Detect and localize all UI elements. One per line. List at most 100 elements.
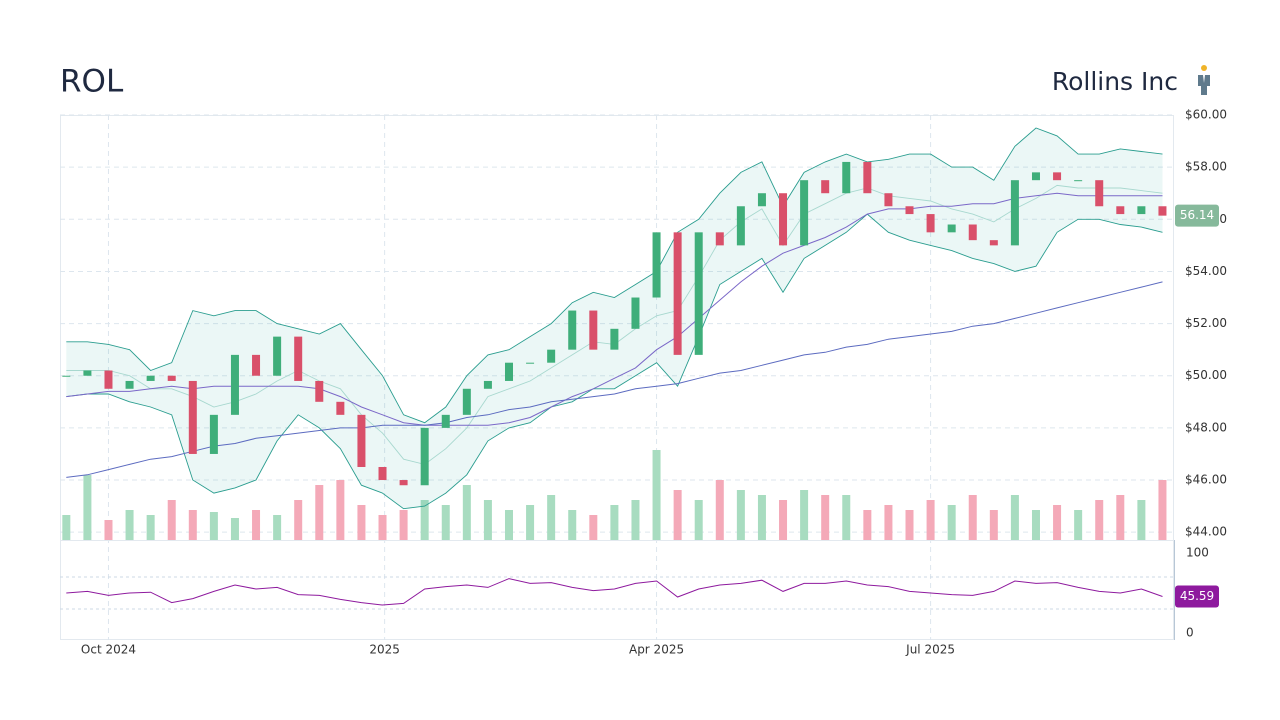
candle: [589, 310, 598, 350]
candle: [631, 297, 640, 329]
volume-bar: [167, 500, 176, 540]
candle: [694, 232, 703, 355]
candle: [104, 370, 113, 389]
volume-bar: [441, 505, 450, 540]
volume-bar: [947, 505, 956, 540]
candle: [252, 354, 261, 376]
candle: [167, 375, 176, 381]
rsi-line: [66, 578, 1163, 606]
candle: [1031, 172, 1040, 181]
volume-bar: [420, 500, 429, 540]
last-price-label: 56.14: [1180, 208, 1214, 222]
rsi-tick-label: 0: [1186, 626, 1194, 640]
volume-bar: [336, 480, 345, 540]
volume-bar: [315, 485, 324, 540]
candle: [1137, 206, 1146, 215]
candle: [905, 206, 914, 215]
candle: [188, 380, 197, 454]
volume-bar: [399, 510, 408, 540]
rsi-badge: [1175, 585, 1219, 608]
y-tick-label: $46.00: [1185, 473, 1227, 487]
candle: [779, 193, 788, 246]
volume-bar: [926, 500, 935, 540]
volume-bar: [83, 475, 92, 540]
candle: [800, 180, 809, 246]
candle: [610, 328, 619, 350]
volume-bar: [757, 495, 766, 540]
candle: [146, 375, 155, 381]
candle: [757, 193, 766, 207]
y-tick-label: $48.00: [1185, 420, 1227, 434]
candle: [420, 427, 429, 486]
volume-bar: [652, 450, 661, 540]
volume-bar: [252, 510, 261, 540]
candle: [1053, 172, 1062, 181]
candle: [483, 380, 492, 389]
volume-bar: [483, 500, 492, 540]
candle: [357, 414, 366, 467]
candle: [547, 349, 556, 363]
y-tick-label: $60.00: [1185, 108, 1227, 122]
bollinger-upper: [66, 127, 1163, 424]
candle: [462, 388, 471, 415]
candle: [399, 480, 408, 486]
volume-bar: [968, 495, 977, 540]
volume-bar: [526, 505, 535, 540]
volume-bar: [273, 515, 282, 540]
candle: [842, 161, 851, 194]
candle: [926, 214, 935, 233]
candle: [294, 336, 303, 381]
x-tick-label: Apr 2025: [629, 643, 684, 657]
volume-bar: [188, 510, 197, 540]
volume-bar: [462, 485, 471, 540]
candle: [125, 380, 134, 389]
y-tick-label: $58.00: [1185, 160, 1227, 174]
candle: [315, 380, 324, 402]
volume-bar: [1074, 510, 1083, 540]
candle: [336, 401, 345, 415]
volume-bar: [1053, 505, 1062, 540]
moving-average: [66, 192, 1163, 426]
volume-bar: [589, 515, 598, 540]
volume-bar: [230, 518, 239, 540]
candle: [715, 232, 724, 246]
volume-bar: [736, 490, 745, 540]
symbol: ROL: [60, 64, 124, 100]
candle: [968, 224, 977, 241]
volume-bar: [146, 515, 155, 540]
x-tick-label: Oct 2024: [81, 643, 136, 657]
x-tick-label: Jul 2025: [905, 643, 955, 657]
y-tick-label: $52.00: [1185, 316, 1227, 330]
volume-bar: [610, 505, 619, 540]
volume-bar: [125, 510, 134, 540]
candle: [673, 232, 682, 355]
candle: [1095, 180, 1104, 207]
x-tick-label: 2025: [369, 643, 400, 657]
last-price-badge: [1175, 204, 1219, 227]
y-tick-label: $44.00: [1185, 525, 1227, 539]
volume-bar: [673, 490, 682, 540]
volume-bar: [294, 500, 303, 540]
rsi-value-label: 45.59: [1180, 589, 1214, 603]
volume-bar: [1158, 480, 1167, 540]
volume-bar: [1031, 510, 1040, 540]
company-name: Rollins Inc: [1052, 67, 1178, 96]
volume-bar: [884, 505, 893, 540]
candle: [884, 193, 893, 207]
volume-bar: [821, 495, 830, 540]
candle: [1074, 180, 1083, 182]
bollinger-lower: [66, 213, 1163, 510]
volume-bar: [1116, 495, 1125, 540]
volume-bar: [905, 510, 914, 540]
volume-bar: [104, 520, 113, 540]
bollinger-fill: [66, 128, 1163, 509]
candle: [1158, 206, 1167, 216]
candle: [273, 336, 282, 376]
candle: [1010, 180, 1019, 246]
y-tick-label: $54.00: [1185, 264, 1227, 278]
volume-bar: [62, 515, 71, 540]
volume-bar: [779, 500, 788, 540]
candle: [821, 180, 830, 194]
